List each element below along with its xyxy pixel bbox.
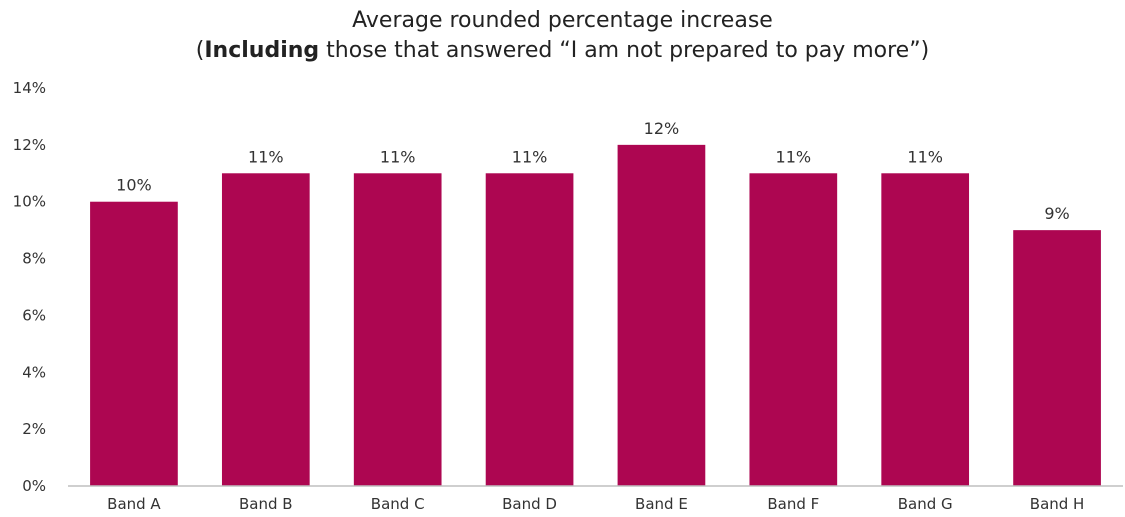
- bar: [353, 173, 442, 487]
- x-tick-label: Band G: [898, 495, 953, 513]
- chart-title-block: Average rounded percentage increase (Inc…: [0, 6, 1125, 66]
- y-tick-label: 14%: [13, 79, 46, 97]
- subtitle-open: (: [195, 38, 205, 63]
- bar: [1013, 230, 1101, 486]
- bar: [485, 173, 574, 487]
- y-tick-label: 0%: [22, 477, 46, 495]
- x-tick-label: Band F: [767, 495, 819, 513]
- y-tick-label: 6%: [22, 306, 46, 324]
- chart-subtitle: (Including those that answered “I am not…: [0, 36, 1125, 66]
- y-tick-label: 12%: [13, 136, 46, 154]
- x-tick-label: Band B: [239, 495, 293, 513]
- x-tick-label: Band H: [1030, 495, 1085, 513]
- bar: [617, 144, 706, 486]
- data-label: 11%: [380, 147, 416, 166]
- x-tick-label: Band A: [107, 495, 161, 513]
- y-tick-label: 10%: [13, 193, 46, 211]
- x-tick-label: Band D: [502, 495, 557, 513]
- data-label: 11%: [907, 147, 943, 166]
- chart-title: Average rounded percentage increase: [352, 8, 773, 33]
- bar: [749, 173, 838, 487]
- data-label: 11%: [248, 147, 284, 166]
- data-label: 11%: [512, 147, 548, 166]
- x-tick-label: Band E: [635, 495, 688, 513]
- x-tick-label: Band C: [371, 495, 425, 513]
- bar: [90, 201, 178, 486]
- bar: [881, 173, 970, 487]
- data-label: 11%: [776, 147, 812, 166]
- bar: [221, 173, 310, 487]
- subtitle-rest: those that answered “I am not prepared t…: [319, 38, 930, 63]
- y-tick-label: 2%: [22, 420, 46, 438]
- y-tick-label: 4%: [22, 363, 46, 381]
- data-label: 9%: [1044, 204, 1069, 223]
- data-label: 12%: [644, 119, 680, 138]
- y-tick-label: 8%: [22, 250, 46, 268]
- data-label: 10%: [116, 176, 152, 195]
- subtitle-bold: Including: [204, 38, 320, 63]
